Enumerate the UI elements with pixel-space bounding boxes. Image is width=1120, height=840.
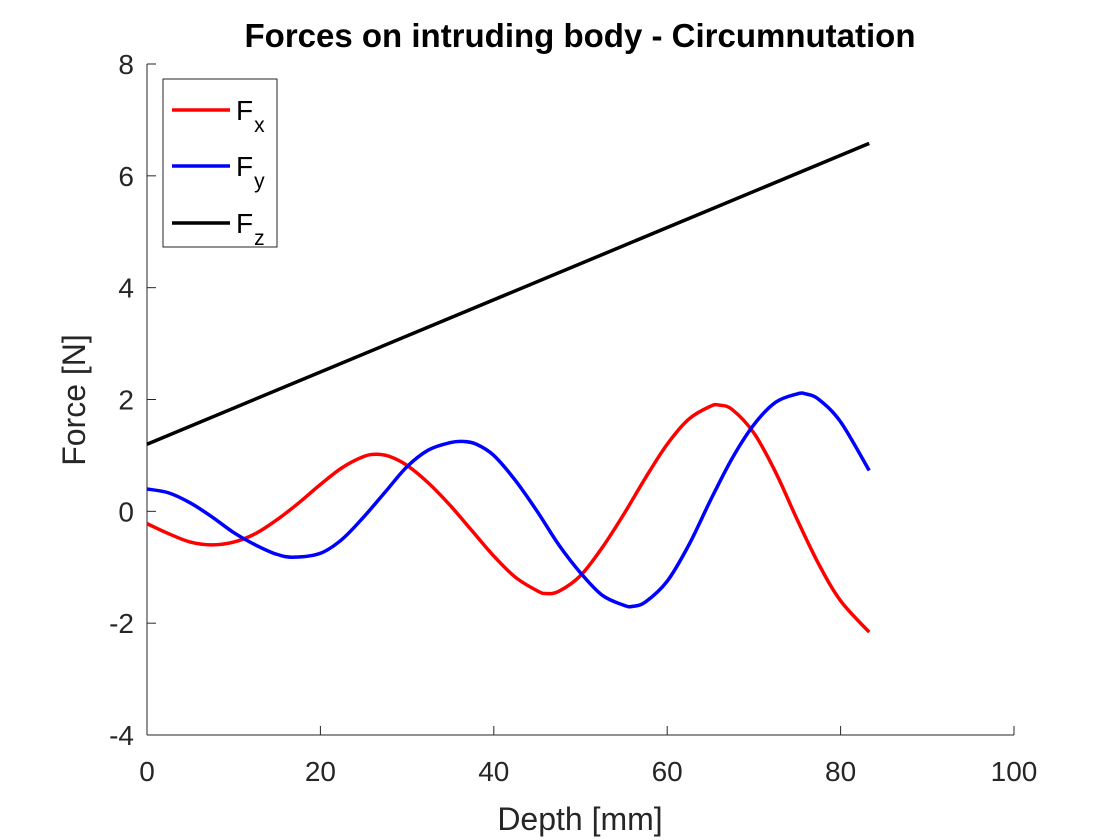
x-tick-label: 20 [305,756,336,787]
x-tick-label: 100 [991,756,1038,787]
y-tick-label: 2 [118,385,134,416]
legend-label-main: F [236,95,253,126]
legend-label-fy: Fy [236,151,265,193]
legend-box [162,78,278,248]
series-line-fx [146,402,871,634]
x-axis-label: Depth [mm] [497,801,662,837]
y-axis-label: Force [N] [56,334,92,466]
x-tick-label: 0 [139,756,155,787]
y-tick-label: 6 [118,161,134,192]
legend-label-main: F [236,151,253,182]
legend-label-subscript: y [254,170,265,193]
y-tick-label: -4 [109,720,134,751]
y-tick-label: -2 [109,608,134,639]
x-tick-label: 40 [478,756,509,787]
legend-label-fz: Fz [236,208,265,250]
series-line-fz [146,141,870,446]
legend-label-subscript: x [254,114,265,137]
y-tick-label: 0 [118,496,134,527]
legend-label-fx: Fx [236,95,265,137]
series-line-fy [146,391,871,609]
chart-title: Forces on intruding body - Circumnutatio… [245,17,916,54]
x-tick-label: 80 [825,756,856,787]
y-tick-label: 8 [118,49,134,80]
y-tick-label: 4 [118,273,134,304]
legend-label-main: F [236,208,253,239]
x-tick-label: 60 [652,756,683,787]
legend-label-subscript: z [254,227,265,250]
